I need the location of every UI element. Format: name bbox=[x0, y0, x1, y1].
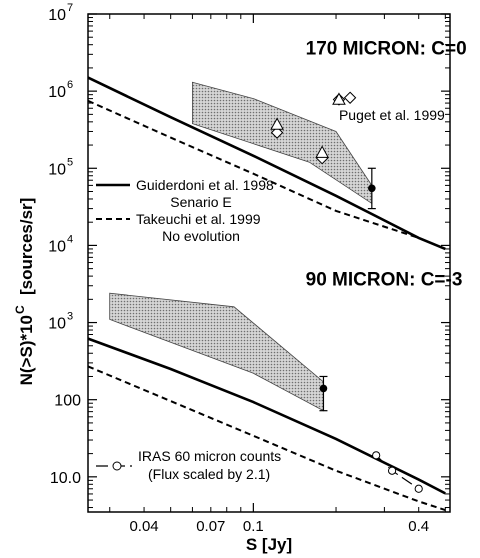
data-point-triangle bbox=[332, 92, 346, 105]
y-tick-label-exponent: 5 bbox=[67, 156, 73, 168]
y-axis-label: N(>S)*10C [sources/sr] bbox=[13, 198, 36, 386]
y-tick-label-exponent: 3 bbox=[67, 311, 73, 323]
y-tick-label-exponent: 7 bbox=[67, 2, 73, 14]
data-point-filled bbox=[368, 184, 376, 193]
shaded-regions bbox=[109, 81, 373, 412]
data-point-filled bbox=[319, 384, 328, 393]
data-point-triangle bbox=[270, 117, 284, 130]
y-tick-label: 100 bbox=[54, 393, 81, 410]
y-tick-label: 10 3 bbox=[48, 311, 73, 333]
x-tick-label: 0.07 bbox=[196, 518, 225, 535]
legend-label: Takeuchi et al. 1999 bbox=[136, 211, 261, 227]
y-axis-label-superscript: C bbox=[13, 305, 27, 314]
legend-label: Guiderdoni et al. 1998 bbox=[136, 177, 274, 193]
y-tick-label-base: 10 bbox=[48, 7, 66, 24]
iras-point bbox=[387, 466, 397, 475]
x-tick-label: 0.04 bbox=[129, 518, 158, 535]
y-tick-label: 10 5 bbox=[48, 156, 73, 178]
data-points bbox=[270, 91, 376, 412]
iras-point bbox=[414, 484, 423, 493]
y-tick-label-base: 10 bbox=[48, 84, 66, 101]
x-axis-label: S [Jy] bbox=[246, 535, 292, 554]
y-tick-label: 10 4 bbox=[48, 233, 73, 255]
data-point-diamond bbox=[343, 91, 357, 104]
panel-title: 90 MICRON: C=-3 bbox=[306, 270, 463, 291]
iras-legend-label: IRAS 60 micron counts bbox=[138, 448, 281, 464]
panel-title: 170 MICRON: C=0 bbox=[306, 38, 467, 59]
shaded-region-90 bbox=[109, 292, 324, 412]
iras-legend-marker bbox=[112, 461, 122, 471]
iras-point bbox=[372, 451, 381, 460]
y-tick-label-base: 10 bbox=[48, 316, 66, 333]
series-line-90-dashed bbox=[87, 365, 446, 512]
series-lines bbox=[87, 76, 446, 512]
data-point-diamond bbox=[270, 126, 284, 139]
x-tick-label: 0.4 bbox=[408, 518, 429, 535]
y-tick-label-exponent: 6 bbox=[67, 79, 73, 91]
y-axis-label-units: [sources/sr] bbox=[17, 198, 36, 295]
data-point-triangle bbox=[315, 145, 329, 158]
y-tick-label-exponent: 4 bbox=[67, 233, 73, 245]
y-axis-label-main: N(>S)*10 bbox=[17, 315, 36, 385]
y-tick-label: 10 7 bbox=[48, 2, 73, 24]
y-tick-label: 10 6 bbox=[48, 79, 73, 101]
y-tick-label-base: 10 bbox=[48, 238, 66, 255]
legend-sublabel: No evolution bbox=[162, 228, 240, 244]
iras-legend-sublabel: (Flux scaled by 2.1) bbox=[148, 466, 270, 482]
annotation: Puget et al. 1999 bbox=[339, 107, 445, 123]
axis-ticks bbox=[88, 13, 450, 512]
series-line-90-longdash bbox=[375, 454, 420, 490]
series-line-90-solid bbox=[87, 337, 446, 495]
x-tick-label: 0.1 bbox=[243, 518, 264, 535]
legend-sublabel: Senario E bbox=[170, 194, 231, 210]
y-tick-label-base: 10 bbox=[48, 161, 66, 178]
plot-frame bbox=[87, 13, 451, 513]
y-tick-label: 10.0 bbox=[50, 470, 81, 487]
series-line-170-dashed bbox=[87, 99, 446, 250]
